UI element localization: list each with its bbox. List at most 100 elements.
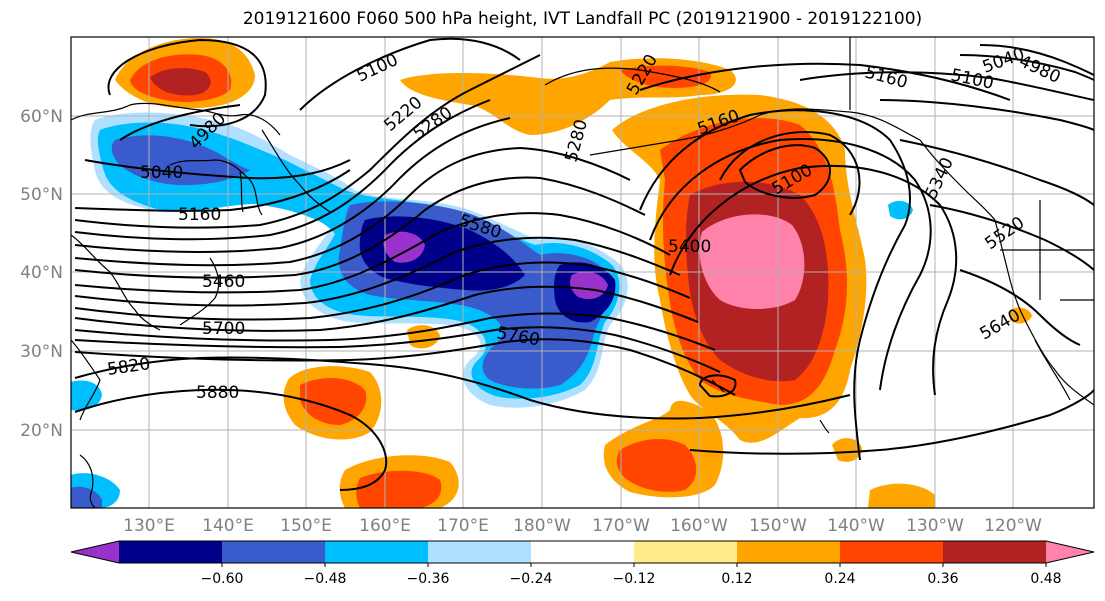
- lon-label-170w: 170°W: [592, 516, 650, 536]
- lat-label-50n: 50°N: [20, 185, 63, 205]
- coastlines: [71, 37, 1094, 508]
- contour-5040-east: [959, 54, 1094, 81]
- lon-label-140w: 140°W: [827, 516, 885, 536]
- coastline-asia-north: [71, 102, 281, 136]
- contour-5880: [74, 388, 388, 491]
- contour-4980-east: [979, 44, 1094, 76]
- contour-label: 5880: [196, 383, 239, 403]
- lon-label-160w: 160°W: [670, 516, 728, 536]
- ivt-positive-darkred-nw: [150, 68, 211, 96]
- contour-label: 5460: [202, 272, 245, 292]
- contour-southeast: [689, 389, 1094, 455]
- lon-label-150w: 150°W: [749, 516, 807, 536]
- contour-5220: [74, 99, 491, 241]
- colorbar-tick-label: −0.12: [613, 571, 656, 587]
- colorbar-tick-label: 0.12: [721, 571, 752, 587]
- height-contours: [74, 37, 1094, 491]
- colorbar-segment: [222, 541, 326, 563]
- contour-ridge-2: [74, 146, 631, 267]
- contour-east-low-2: [719, 131, 861, 216]
- coastline-philippines: [79, 454, 96, 508]
- contour-label: 5160: [178, 205, 221, 225]
- colorbar-tick-label: −0.60: [201, 571, 244, 587]
- ivt-positive-orange-s3: [868, 483, 935, 508]
- ivt-positive-orange-coast: [1010, 307, 1032, 324]
- contour-5820: [74, 356, 851, 420]
- coastline-mexico: [1054, 369, 1094, 406]
- contour-5100-west: [299, 37, 521, 111]
- longitude-labels: 130°E 140°E 150°E 160°E 170°E 180°W 170°…: [123, 516, 1042, 536]
- ivt-negative-cyan-sw: [71, 380, 102, 411]
- contour-5640-east: [959, 269, 1081, 346]
- lon-label-170e: 170°E: [437, 516, 489, 536]
- colorbar-tick-label: −0.36: [407, 571, 450, 587]
- colorbar-segment: [943, 541, 1047, 563]
- colorbar-tick-label: 0.24: [824, 571, 855, 587]
- lon-label-130w: 130°W: [906, 516, 964, 536]
- ivt-positive-red-sw: [300, 378, 367, 425]
- lon-label-130e: 130°E: [123, 516, 175, 536]
- latitude-labels: 60°N 50°N 40°N 30°N 20°N: [20, 107, 63, 441]
- contour-5100-east: [799, 71, 1094, 101]
- contour-hawaii-low: [698, 374, 737, 398]
- ivt-negative-cyan-east: [888, 200, 913, 220]
- contour-east-trough-2: [649, 138, 932, 391]
- lon-label-150e: 150°E: [280, 516, 332, 536]
- lon-label-120w: 120°W: [984, 516, 1042, 536]
- contour-4980: [119, 104, 241, 141]
- ivt-negative-purple-west: [383, 231, 608, 300]
- contour-east-trough-3: [669, 164, 958, 396]
- coastline-china-korea: [71, 234, 161, 331]
- ivt-positive-pink-east: [699, 214, 805, 309]
- lon-label-160e: 160°E: [359, 516, 411, 536]
- colorbar-segment: [325, 541, 429, 563]
- colorbar-segment: [840, 541, 944, 563]
- coastline-baja: [1034, 339, 1071, 401]
- contour-east-trough-1: [639, 109, 911, 461]
- contour-5700: [74, 326, 721, 373]
- contour-east-low-inner: [738, 144, 831, 199]
- ivt-positive-orange-s5: [407, 325, 440, 349]
- contour-5040: [84, 159, 351, 180]
- lat-label-20n: 20°N: [20, 421, 63, 441]
- colorbar-tick-label: 0.48: [1030, 571, 1061, 587]
- ivt-positive-red-s2: [616, 438, 697, 492]
- ivt-negative-royal-west: [111, 135, 610, 389]
- ivt-positive-red-north: [620, 65, 711, 88]
- colorbar-segment: [119, 541, 223, 563]
- colorbar-extend-high: [1046, 541, 1094, 563]
- colorbar: −0.60 −0.48 −0.36 −0.24 −0.12 0.12 0.24 0.36 0.4…: [70, 540, 1095, 587]
- coastline-alaska-north: [544, 67, 721, 93]
- contour-5520-east: [929, 204, 1094, 271]
- colorbar-tick-label: −0.24: [510, 571, 553, 587]
- lat-label-40n: 40°N: [20, 263, 63, 283]
- contour-ridge-1: [74, 54, 541, 229]
- contour-label: 5700: [202, 319, 245, 339]
- contour-label: 5040: [140, 163, 183, 183]
- contour-5640: [74, 312, 716, 351]
- contour-east-ridge-1: [879, 99, 1094, 131]
- colorbar-segment: [531, 541, 635, 563]
- contour-5280: [74, 117, 511, 253]
- map-title: 2019121600 F060 500 hPa height, IVT Land…: [242, 9, 923, 29]
- lon-label-180w: 180°W: [513, 516, 571, 536]
- contour-5520: [74, 261, 691, 321]
- coastline-alaska-gulf: [589, 108, 921, 156]
- colorbar-segment: [428, 541, 532, 563]
- ivt-negative-royal-corner: [71, 486, 102, 508]
- contour-5760: [74, 338, 736, 396]
- colorbar-segment: [634, 541, 738, 563]
- colorbar-tick-label: 0.36: [927, 571, 958, 587]
- contour-5580: [74, 285, 699, 332]
- lat-label-60n: 60°N: [20, 107, 63, 127]
- lon-label-140e: 140°E: [202, 516, 254, 536]
- ivt-positive-orange-s4: [832, 438, 862, 462]
- state-borders: [849, 37, 1094, 301]
- contour-5400: [74, 212, 671, 294]
- ivt-positive-red-s1: [356, 470, 442, 508]
- colorbar-tick-label: −0.48: [304, 571, 347, 587]
- coastline-okhotsk: [169, 159, 263, 216]
- contour-5340: [74, 176, 646, 279]
- contour-5340-east: [899, 139, 1094, 206]
- colorbar-outline: [70, 540, 1095, 564]
